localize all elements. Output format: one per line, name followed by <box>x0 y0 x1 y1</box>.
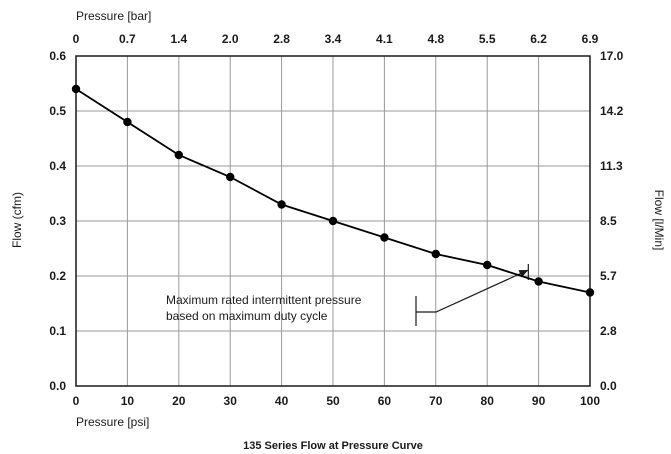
data-point <box>71 84 81 94</box>
top-tick-label: 0 <box>73 32 80 46</box>
plot-border <box>75 55 591 387</box>
top-tick-label: 4.1 <box>376 32 393 46</box>
right-axis-title: Flow [l/Min] <box>652 190 666 251</box>
y-tick-label: 0.6 <box>49 49 66 63</box>
x-tick-label: 20 <box>172 394 186 408</box>
x-tick-label: 40 <box>275 394 289 408</box>
top-tick-label: 6.9 <box>582 32 599 46</box>
data-point <box>431 249 440 259</box>
y-tick-label: 0.1 <box>49 324 66 338</box>
x-tick-label: 10 <box>121 394 135 408</box>
right-tick-label: 8.5 <box>600 214 617 228</box>
y-tick-label: 0.4 <box>49 159 66 173</box>
x-tick-label: 0 <box>73 394 80 408</box>
top-tick-label: 0.7 <box>119 32 136 46</box>
x-tick-label: 80 <box>481 394 495 408</box>
top-tick-label: 1.4 <box>170 32 187 46</box>
annotation-text-line-1: Maximum rated intermittent pressure <box>166 293 362 307</box>
x-tick-label: 70 <box>429 394 443 408</box>
x-tick-label: 50 <box>326 394 340 408</box>
top-tick-label: 2.0 <box>222 32 239 46</box>
y-tick-label: 0.3 <box>49 214 66 228</box>
right-tick-label: 14.2 <box>600 104 624 118</box>
data-point <box>483 260 492 270</box>
top-tick-label: 5.5 <box>479 32 496 46</box>
top-tick-label: 3.4 <box>325 32 342 46</box>
right-tick-label: 17.0 <box>600 49 624 63</box>
top-tick-label: 4.8 <box>427 32 444 46</box>
data-point <box>174 150 183 160</box>
data-point <box>226 172 235 182</box>
x-tick-label: 60 <box>378 394 392 408</box>
bottom-axis-title: Pressure [psi] <box>76 415 149 429</box>
top-tick-label: 2.8 <box>273 32 290 46</box>
plot-frame <box>75 55 591 387</box>
right-tick-label: 2.8 <box>600 324 617 338</box>
y-tick-label: 0.2 <box>49 269 66 283</box>
data-point <box>123 117 132 127</box>
annotation-text-line-2: based on maximum duty cycle <box>166 309 328 323</box>
y-tick-label: 0.0 <box>49 379 66 393</box>
annotation: Maximum rated intermittent pressure based… <box>166 264 529 326</box>
chart-title: 135 Series Flow at Pressure Curve <box>243 440 423 452</box>
data-series <box>71 84 595 297</box>
tick-labels: 0 0 10 0.7 20 1.4 30 2.0 40 2.8 50 3.4 60 4.1 70 4.8 80 5… <box>49 32 623 408</box>
data-point <box>328 216 338 226</box>
data-point <box>380 233 389 242</box>
x-tick-label: 90 <box>532 394 546 408</box>
data-point <box>534 277 543 286</box>
x-tick-label: 30 <box>224 394 238 408</box>
data-point <box>277 200 286 209</box>
right-tick-label: 0.0 <box>600 379 617 393</box>
annotation-leader-line <box>416 269 529 313</box>
annotation-arrowhead <box>518 270 529 278</box>
right-tick-label: 5.7 <box>600 269 617 283</box>
y-tick-label: 0.5 <box>49 104 66 118</box>
left-axis-title: Flow (cfm) <box>10 192 24 248</box>
top-axis-title: Pressure [bar] <box>76 9 151 23</box>
data-point <box>585 288 595 297</box>
right-tick-label: 11.3 <box>600 159 623 173</box>
top-tick-label: 6.2 <box>530 32 547 46</box>
x-tick-label: 100 <box>580 394 600 408</box>
